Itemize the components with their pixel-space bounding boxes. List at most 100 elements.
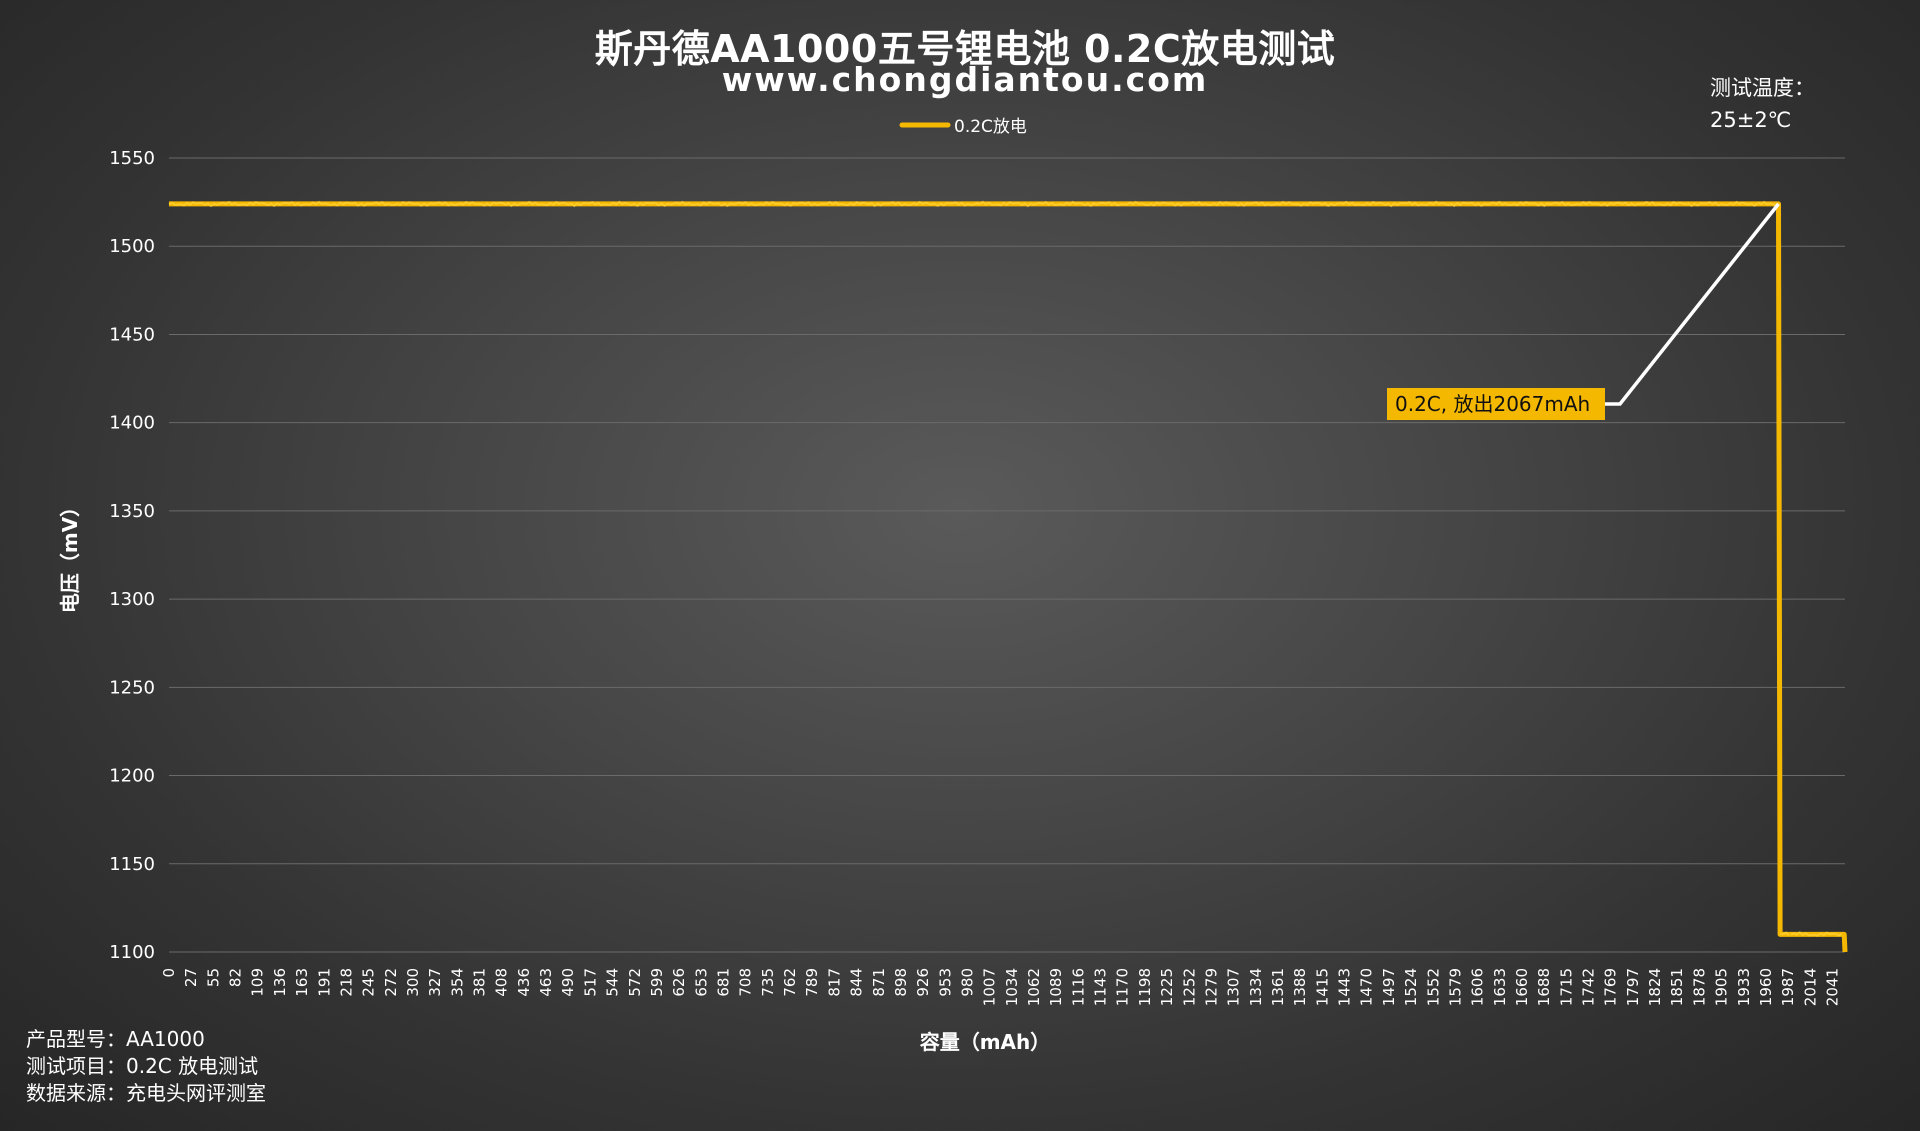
info-value: 充电头网评测室 (126, 1081, 266, 1105)
info-row-source: 数据来源：充电头网评测室 (26, 1080, 266, 1107)
info-label: 测试项目： (26, 1054, 126, 1078)
x-tick-label: 1633 (1491, 968, 1509, 1006)
x-tick-label: 898 (892, 968, 910, 997)
x-tick-label: 1715 (1557, 968, 1575, 1006)
x-tick-label: 544 (604, 968, 622, 997)
legend[interactable]: 0.2C放电 (899, 117, 1027, 137)
x-tick-label: 2041 (1824, 968, 1842, 1006)
x-tick-label: 599 (648, 968, 666, 997)
y-tick-label: 1100 (109, 942, 155, 963)
x-tick-label: 354 (448, 968, 466, 997)
x-tick-label: 82 (227, 968, 245, 987)
test-temperature: 测试温度： 25±2℃ (1710, 72, 1815, 136)
x-tick-label: 1388 (1291, 968, 1309, 1006)
series-noise (168, 200, 1843, 937)
annotation-layer: 0.2C, 放出2067mAh (1387, 202, 1780, 420)
temperature-value: 25±2℃ (1710, 108, 1792, 132)
temperature-label: 测试温度： (1710, 76, 1815, 100)
x-tick-label: 817 (825, 968, 843, 997)
info-row-model: 产品型号：AA1000 (26, 1026, 266, 1053)
x-tick-label: 1688 (1535, 968, 1553, 1006)
x-tick-label: 1552 (1424, 968, 1442, 1006)
x-tick-label: 1933 (1735, 968, 1753, 1006)
y-axis-title: 电压（mV） (58, 497, 82, 613)
x-tick-label: 653 (692, 968, 710, 997)
x-tick-label: 408 (493, 968, 511, 997)
x-tick-label: 762 (781, 968, 799, 997)
x-tick-label: 1252 (1180, 968, 1198, 1006)
series-layer (168, 200, 1848, 953)
x-tick-label: 1742 (1580, 968, 1598, 1006)
y-tick-label: 1500 (109, 236, 155, 257)
x-tick-label: 1443 (1336, 968, 1354, 1006)
x-tick-label: 1960 (1757, 968, 1775, 1006)
x-tick-label: 191 (315, 968, 333, 997)
x-tick-label: 681 (715, 968, 733, 997)
chart-subtitle: www.chongdiantou.com (721, 60, 1209, 99)
x-tick-label: 517 (581, 968, 599, 997)
x-tick-label: 1878 (1690, 968, 1708, 1006)
x-tick-label: 1334 (1247, 968, 1265, 1006)
info-row-item: 测试项目：0.2C 放电测试 (26, 1053, 266, 1080)
x-tick-label: 109 (249, 968, 267, 997)
annotation-leader (1605, 202, 1780, 406)
x-tick-label: 953 (936, 968, 954, 997)
y-axis-ticks: 1100 1150 1200 1250 1300 1350 1400 1450 1500 1550 (109, 148, 155, 963)
x-tick-label: 272 (382, 968, 400, 997)
x-tick-label: 327 (426, 968, 444, 997)
x-tick-label: 926 (914, 968, 932, 997)
x-tick-label: 1524 (1402, 968, 1420, 1006)
x-tick-label: 735 (759, 968, 777, 997)
x-tick-label: 1225 (1158, 968, 1176, 1006)
info-label: 数据来源： (26, 1081, 126, 1105)
x-tick-label: 163 (293, 968, 311, 997)
x-tick-label: 1170 (1114, 968, 1132, 1006)
x-tick-label: 218 (337, 968, 355, 997)
x-tick-label: 1116 (1069, 968, 1087, 1006)
y-tick-label: 1550 (109, 148, 155, 169)
x-tick-label: 1497 (1380, 968, 1398, 1006)
x-tick-label: 1089 (1047, 968, 1065, 1006)
info-value: 0.2C 放电测试 (126, 1054, 259, 1078)
x-tick-label: 2014 (1801, 968, 1819, 1006)
x-tick-label: 844 (848, 968, 866, 997)
x-tick-label: 0 (160, 968, 178, 978)
x-tick-label: 300 (404, 968, 422, 997)
x-tick-label: 1034 (1003, 968, 1021, 1006)
x-tick-label: 490 (559, 968, 577, 997)
x-tick-label: 245 (360, 968, 378, 997)
y-tick-label: 1350 (109, 501, 155, 522)
x-tick-label: 1824 (1646, 968, 1664, 1006)
info-label: 产品型号： (26, 1027, 126, 1051)
x-tick-label: 1007 (981, 968, 999, 1006)
x-tick-label: 980 (958, 968, 976, 997)
annotation-box (1387, 388, 1605, 420)
x-tick-label: 1307 (1225, 968, 1243, 1006)
test-info: 产品型号：AA1000 测试项目：0.2C 放电测试 数据来源：充电头网评测室 (26, 1026, 266, 1107)
x-tick-label: 626 (670, 968, 688, 997)
info-value: AA1000 (126, 1027, 205, 1051)
x-tick-label: 1769 (1602, 968, 1620, 1006)
x-tick-label: 1143 (1092, 968, 1110, 1006)
chart-title: 斯丹德AA1000五号锂电池 0.2C放电测试 (594, 27, 1336, 71)
x-tick-label: 1470 (1358, 968, 1376, 1006)
y-tick-label: 1250 (109, 677, 155, 698)
x-tick-label: 572 (626, 968, 644, 997)
x-axis-title: 容量（mAh） (920, 1030, 1051, 1054)
x-tick-label: 463 (537, 968, 555, 997)
y-tick-label: 1450 (109, 324, 155, 345)
legend-label: 0.2C放电 (954, 117, 1027, 137)
x-tick-label: 1987 (1779, 968, 1797, 1006)
y-tick-label: 1150 (109, 854, 155, 875)
x-tick-label: 1279 (1202, 968, 1220, 1006)
x-tick-label: 1062 (1025, 968, 1043, 1006)
y-tick-label: 1200 (109, 766, 155, 787)
annotation-label: 0.2C, 放出2067mAh (1395, 392, 1590, 416)
x-tick-label: 136 (271, 968, 289, 997)
x-tick-label: 381 (471, 968, 489, 997)
x-tick-label: 1361 (1269, 968, 1287, 1006)
x-tick-label: 1415 (1313, 968, 1331, 1006)
x-axis-ticks: 0 27 55 82 109 136 163 191 218 245 272 300 327 354 381… (160, 968, 1842, 1006)
y-tick-label: 1300 (109, 589, 155, 610)
x-tick-label: 1851 (1668, 968, 1686, 1006)
